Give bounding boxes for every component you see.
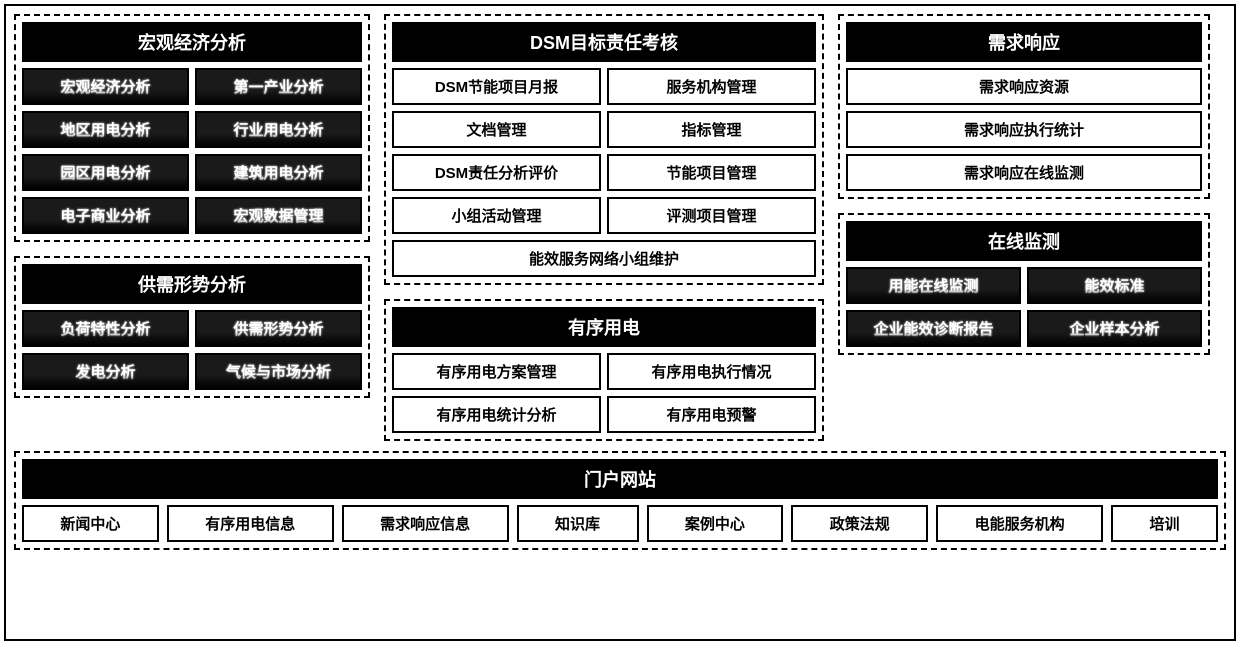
cell: DSM责任分析评价 xyxy=(392,154,601,191)
middle-column: DSM目标责任考核 DSM节能项目月报 服务机构管理 文档管理 指标管理 DSM… xyxy=(384,14,824,441)
cell: 文档管理 xyxy=(392,111,601,148)
module-dsm: DSM目标责任考核 DSM节能项目月报 服务机构管理 文档管理 指标管理 DSM… xyxy=(384,14,824,285)
module-dsm-header: DSM目标责任考核 xyxy=(392,22,816,62)
cell: 宏观数据管理 xyxy=(195,197,362,234)
cell: 需求响应资源 xyxy=(846,68,1202,105)
cell: 气候与市场分析 xyxy=(195,353,362,390)
cell: 电能服务机构 xyxy=(936,505,1103,542)
cell: 有序用电统计分析 xyxy=(392,396,601,433)
cell: 供需形势分析 xyxy=(195,310,362,347)
module-portal-header: 门户网站 xyxy=(22,459,1218,499)
cell: 能效标准 xyxy=(1027,267,1202,304)
cell: 小组活动管理 xyxy=(392,197,601,234)
module-macro-cells: 宏观经济分析 第一产业分析 地区用电分析 行业用电分析 园区用电分析 建筑用电分… xyxy=(22,68,362,234)
module-supply-demand-cells: 负荷特性分析 供需形势分析 发电分析 气候与市场分析 xyxy=(22,310,362,390)
module-orderly-cells: 有序用电方案管理 有序用电执行情况 有序用电统计分析 有序用电预警 xyxy=(392,353,816,433)
module-macro: 宏观经济分析 宏观经济分析 第一产业分析 地区用电分析 行业用电分析 园区用电分… xyxy=(14,14,370,242)
cell: 评测项目管理 xyxy=(607,197,816,234)
cell: 节能项目管理 xyxy=(607,154,816,191)
module-orderly-header: 有序用电 xyxy=(392,307,816,347)
top-row: 宏观经济分析 宏观经济分析 第一产业分析 地区用电分析 行业用电分析 园区用电分… xyxy=(14,14,1226,441)
module-online-monitor: 在线监测 用能在线监测 能效标准 企业能效诊断报告 企业样本分析 xyxy=(838,213,1210,355)
cell: DSM节能项目月报 xyxy=(392,68,601,105)
cell: 需求响应信息 xyxy=(342,505,509,542)
cell: 负荷特性分析 xyxy=(22,310,189,347)
module-orderly: 有序用电 有序用电方案管理 有序用电执行情况 有序用电统计分析 有序用电预警 xyxy=(384,299,824,441)
cell: 政策法规 xyxy=(791,505,928,542)
diagram-root: 宏观经济分析 宏观经济分析 第一产业分析 地区用电分析 行业用电分析 园区用电分… xyxy=(4,4,1236,641)
module-demand-response-cells: 需求响应资源 需求响应执行统计 需求响应在线监测 xyxy=(846,68,1202,191)
cell: 园区用电分析 xyxy=(22,154,189,191)
cell: 知识库 xyxy=(517,505,639,542)
cell: 电子商业分析 xyxy=(22,197,189,234)
module-portal: 门户网站 新闻中心 有序用电信息 需求响应信息 知识库 案例中心 政策法规 电能… xyxy=(14,451,1226,550)
cell: 建筑用电分析 xyxy=(195,154,362,191)
module-demand-response-header: 需求响应 xyxy=(846,22,1202,62)
cell: 用能在线监测 xyxy=(846,267,1021,304)
module-supply-demand: 供需形势分析 负荷特性分析 供需形势分析 发电分析 气候与市场分析 xyxy=(14,256,370,398)
module-supply-demand-header: 供需形势分析 xyxy=(22,264,362,304)
cell: 有序用电信息 xyxy=(167,505,334,542)
cell: 有序用电方案管理 xyxy=(392,353,601,390)
cell: 新闻中心 xyxy=(22,505,159,542)
right-column: 需求响应 需求响应资源 需求响应执行统计 需求响应在线监测 在线监测 用能在线监… xyxy=(838,14,1210,441)
cell: 地区用电分析 xyxy=(22,111,189,148)
cell: 需求响应执行统计 xyxy=(846,111,1202,148)
cell: 企业能效诊断报告 xyxy=(846,310,1021,347)
cell: 企业样本分析 xyxy=(1027,310,1202,347)
cell: 宏观经济分析 xyxy=(22,68,189,105)
module-demand-response: 需求响应 需求响应资源 需求响应执行统计 需求响应在线监测 xyxy=(838,14,1210,199)
cell: 发电分析 xyxy=(22,353,189,390)
left-column: 宏观经济分析 宏观经济分析 第一产业分析 地区用电分析 行业用电分析 园区用电分… xyxy=(14,14,370,441)
cell: 需求响应在线监测 xyxy=(846,154,1202,191)
cell: 有序用电执行情况 xyxy=(607,353,816,390)
cell: 第一产业分析 xyxy=(195,68,362,105)
module-online-monitor-header: 在线监测 xyxy=(846,221,1202,261)
module-macro-header: 宏观经济分析 xyxy=(22,22,362,62)
cell: 培训 xyxy=(1111,505,1218,542)
cell: 指标管理 xyxy=(607,111,816,148)
cell: 案例中心 xyxy=(647,505,784,542)
cell: 行业用电分析 xyxy=(195,111,362,148)
cell: 有序用电预警 xyxy=(607,396,816,433)
cell: 服务机构管理 xyxy=(607,68,816,105)
module-online-monitor-cells: 用能在线监测 能效标准 企业能效诊断报告 企业样本分析 xyxy=(846,267,1202,347)
module-portal-cells: 新闻中心 有序用电信息 需求响应信息 知识库 案例中心 政策法规 电能服务机构 … xyxy=(22,505,1218,542)
cell-full: 能效服务网络小组维护 xyxy=(392,240,816,277)
module-dsm-cells: DSM节能项目月报 服务机构管理 文档管理 指标管理 DSM责任分析评价 节能项… xyxy=(392,68,816,277)
